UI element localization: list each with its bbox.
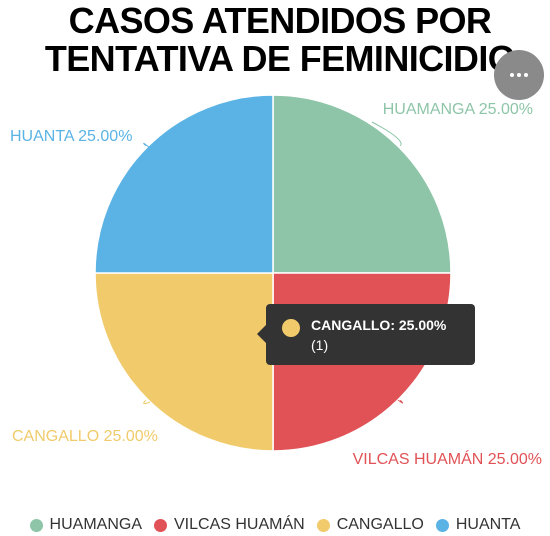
legend-label: HUAMANGA <box>49 516 142 533</box>
pie-slice-cangallo[interactable] <box>94 272 274 452</box>
tooltip-color-swatch <box>282 319 300 337</box>
slice-label: HUAMANGA 25.00% <box>383 101 533 118</box>
leader-line <box>143 142 151 149</box>
pie-chart: HUAMANGA 25.00% VILCAS HUAMÁN 25.00% CANGA… <box>10 94 542 468</box>
slice-label: CANGALLO 25.00% <box>12 428 158 445</box>
slice-label: VILCAS HUAMÁN 25.00% <box>353 449 542 468</box>
slice-label: HUANTA 25.00% <box>10 128 132 145</box>
more-horizontal-icon-dot <box>524 73 528 77</box>
chart-tooltip: CANGALLO: 25.00% (1) <box>257 304 475 365</box>
chart-menu-button[interactable] <box>494 50 544 100</box>
legend-label: HUANTA <box>455 516 521 533</box>
chart-legend: HUAMANGA VILCAS HUAMÁN CANGALLO HUANTA <box>0 514 550 536</box>
chart-title-line-2: TENTATIVA DE FEMINICIDIO <box>44 38 516 79</box>
legend-label: VILCAS HUAMÁN <box>174 516 305 533</box>
tooltip-label: CANGALLO: 25.00% <box>311 317 447 333</box>
legend-dot-icon <box>29 518 43 532</box>
legend-label: CANGALLO <box>336 516 424 533</box>
more-horizontal-icon <box>510 73 514 77</box>
legend-item[interactable]: HUAMANGA <box>29 514 142 536</box>
leader-line <box>371 121 402 147</box>
pie-slice-huamanga[interactable] <box>272 94 452 274</box>
pie-slice-huanta[interactable] <box>94 94 274 274</box>
chart-title: CASOS ATENDIDOS POR TENTATIVA DE FEMINIC… <box>0 2 550 78</box>
chart-title-line-1: CASOS ATENDIDOS POR <box>68 0 492 41</box>
legend-item[interactable]: CANGALLO <box>316 514 424 536</box>
legend-dot-icon <box>435 518 449 532</box>
legend-item[interactable]: HUANTA <box>435 514 521 536</box>
legend-item[interactable]: VILCAS HUAMÁN <box>154 514 305 536</box>
legend-dot-icon <box>154 518 167 532</box>
legend-dot-icon <box>316 518 330 532</box>
tooltip-count: (1) <box>311 337 329 353</box>
leader-line <box>397 399 404 404</box>
leader-line <box>143 399 151 405</box>
more-horizontal-icon-dot <box>517 73 521 77</box>
